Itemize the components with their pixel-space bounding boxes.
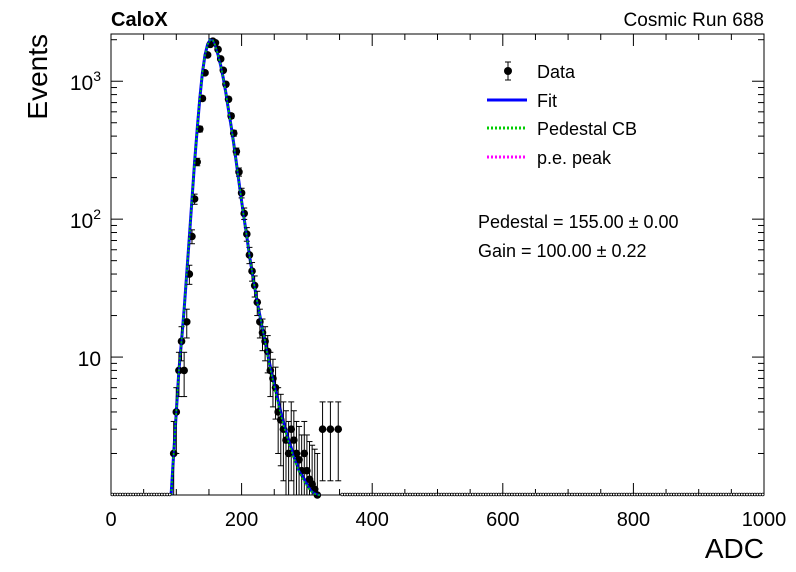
pedestal-annotation: Pedestal = 155.00 ± 0.00 xyxy=(478,212,679,232)
x-tick-label: 0 xyxy=(105,509,116,531)
legend-label: Fit xyxy=(537,91,557,111)
legend-label: Pedestal CB xyxy=(537,119,637,139)
plot-frame xyxy=(110,33,765,496)
data-point xyxy=(284,449,293,458)
legend-label: p.e. peak xyxy=(537,148,612,168)
x-tick-label: 1000 xyxy=(742,509,787,531)
axis-ticks xyxy=(110,34,765,496)
gain-annotation: Gain = 100.00 ± 0.22 xyxy=(478,241,647,261)
data-point xyxy=(303,466,311,475)
data-point xyxy=(334,425,343,433)
y-tick-labels: 10 102 103 xyxy=(70,68,101,371)
legend-label: Data xyxy=(537,62,576,82)
x-tick-label: 800 xyxy=(617,509,650,531)
empty-bin-markers xyxy=(110,492,765,497)
empty-bin xyxy=(167,492,172,497)
y-axis-label: Events xyxy=(22,34,53,120)
x-tick-labels: 0 200 400 600 800 1000 xyxy=(105,509,786,531)
experiment-label: CaloX xyxy=(111,9,168,31)
y-tick-label: 102 xyxy=(70,206,101,233)
empty-bin xyxy=(760,492,765,497)
x-tick-label: 600 xyxy=(486,509,519,531)
x-tick-label: 400 xyxy=(356,509,389,531)
data-points xyxy=(169,37,343,499)
legend: Data Fit Pedestal CB p.e. peak xyxy=(487,61,637,168)
x-tick-label: 200 xyxy=(225,509,258,531)
data-point xyxy=(326,425,335,433)
legend-data-marker xyxy=(504,67,512,75)
x-axis-label: ADC xyxy=(705,533,764,564)
y-tick-label: 10 xyxy=(78,348,101,371)
data-point xyxy=(295,455,303,464)
y-tick-label: 103 xyxy=(70,68,101,95)
run-label: Cosmic Run 688 xyxy=(624,10,764,31)
data-point xyxy=(300,449,309,458)
data-point xyxy=(290,436,298,444)
data-point xyxy=(182,318,191,326)
data-point xyxy=(318,425,327,433)
data-point xyxy=(292,449,301,458)
data-point xyxy=(180,366,188,375)
data-point xyxy=(287,425,296,433)
